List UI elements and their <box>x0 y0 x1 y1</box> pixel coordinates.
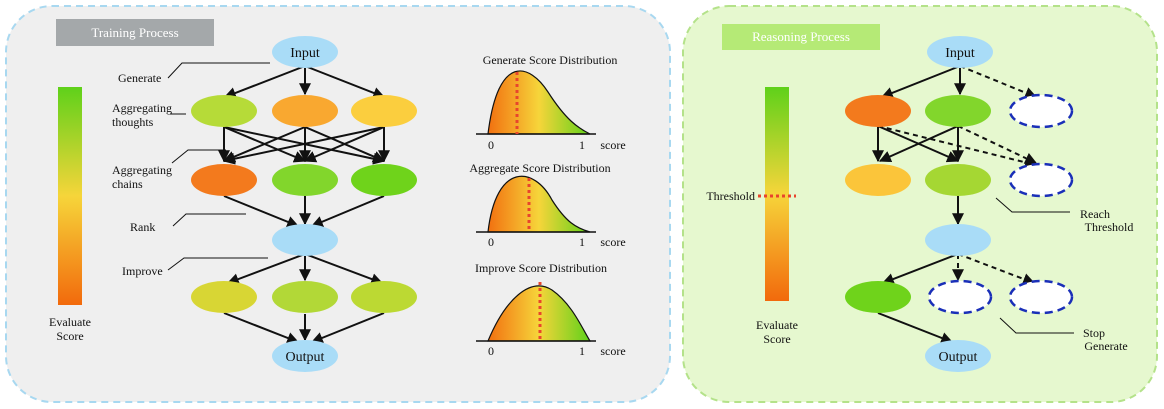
thought-node-2 <box>272 95 338 127</box>
thought-node-1 <box>191 95 257 127</box>
training-title-box <box>56 19 214 46</box>
dist-1-axis-label: score <box>600 138 625 152</box>
rank-node <box>272 224 338 256</box>
dist-1-tick-0: 0 <box>488 138 494 152</box>
reasoning-input-node <box>927 36 993 68</box>
stop-generate-label-2: Generate <box>1084 339 1127 353</box>
threshold-label: Threshold <box>706 189 755 203</box>
improve-node-3 <box>351 281 417 313</box>
reasoning-rank-node <box>925 224 991 256</box>
reasoning-output-node <box>925 340 991 372</box>
training-output-label: Output <box>286 350 325 365</box>
dist-1-curve <box>487 70 591 135</box>
reasoning-improve-node <box>845 281 911 313</box>
training-input-node <box>272 36 338 68</box>
dist-3-axis-label: score <box>600 344 625 358</box>
reasoning-title-box <box>722 24 880 50</box>
reasoning-score-scale <box>765 87 789 301</box>
training-score-scale <box>58 87 82 305</box>
pruned-improve-node-1 <box>927 279 993 315</box>
step-improve-label: Improve <box>122 264 163 278</box>
reasoning-edges <box>872 65 966 344</box>
training-input-label: Input <box>290 46 320 61</box>
improve-node-1 <box>191 281 257 313</box>
improve-node-2 <box>272 281 338 313</box>
training-output-node <box>272 340 338 372</box>
training-leader-lines <box>167 62 270 271</box>
reasoning-thought-2 <box>925 95 991 127</box>
pruned-chain-node <box>1008 162 1074 198</box>
reasoning-output-label: Output <box>939 350 978 365</box>
reach-threshold-label-1: Reach <box>1080 207 1110 221</box>
pruned-improve-node-2 <box>1008 279 1074 315</box>
step-agg-thoughts-label-2: thoughts <box>112 115 154 129</box>
reach-threshold-label-2: Threshold <box>1085 220 1134 234</box>
thought-node-3 <box>351 95 417 127</box>
training-title: Training Process <box>91 25 178 40</box>
reasoning-thought-1 <box>845 95 911 127</box>
training-edges <box>218 65 390 344</box>
reasoning-pruned-edges <box>877 65 1038 285</box>
step-agg-chains-label-2: chains <box>112 177 143 191</box>
dist-2-title: Aggregate Score Distribution <box>469 161 610 175</box>
step-agg-thoughts-label-1: Aggregating <box>112 101 172 115</box>
dist-2-tick-1: 1 <box>579 235 585 249</box>
reasoning-chain-1 <box>845 164 911 196</box>
training-scale-label-2: Score <box>56 329 83 343</box>
improve-distribution: Improve Score Distribution 0 1 score <box>475 261 626 358</box>
reasoning-title: Reasoning Process <box>752 29 850 44</box>
dist-3-title: Improve Score Distribution <box>475 261 607 275</box>
chain-node-1 <box>191 164 257 196</box>
step-rank-label: Rank <box>130 220 155 234</box>
reasoning-scale-label-1: Evaluate <box>756 318 798 332</box>
reasoning-leader-lines <box>995 197 1074 334</box>
dist-1-title: Generate Score Distribution <box>483 53 618 67</box>
dist-1-tick-1: 1 <box>579 138 585 152</box>
reasoning-scale-label-2: Score <box>763 332 790 346</box>
dist-2-curve <box>487 175 591 233</box>
step-agg-chains-label-1: Aggregating <box>112 163 172 177</box>
reasoning-chain-2 <box>925 164 991 196</box>
chain-node-3 <box>351 164 417 196</box>
dist-2-axis-label: score <box>600 235 625 249</box>
aggregate-distribution: Aggregate Score Distribution 0 1 score <box>469 161 625 249</box>
dist-2-tick-0: 0 <box>488 235 494 249</box>
step-generate-label: Generate <box>118 71 161 85</box>
stop-generate-label-1: Stop <box>1083 326 1105 340</box>
chain-node-2 <box>272 164 338 196</box>
generate-distribution: Generate Score Distribution 0 1 score <box>476 53 626 152</box>
reasoning-input-label: Input <box>945 46 975 61</box>
dist-3-tick-0: 0 <box>488 344 494 358</box>
training-scale-label-1: Evaluate <box>49 315 91 329</box>
pruned-thought-node <box>1008 93 1074 129</box>
dist-3-tick-1: 1 <box>579 344 585 358</box>
